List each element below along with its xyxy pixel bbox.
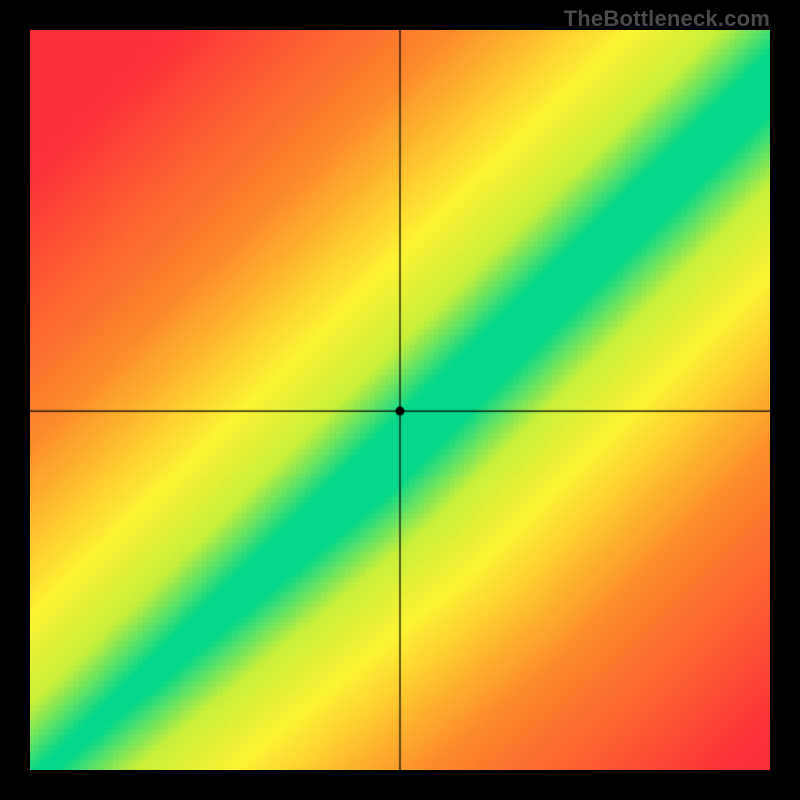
watermark-text: TheBottleneck.com bbox=[564, 6, 770, 32]
bottleneck-heatmap bbox=[30, 30, 770, 770]
